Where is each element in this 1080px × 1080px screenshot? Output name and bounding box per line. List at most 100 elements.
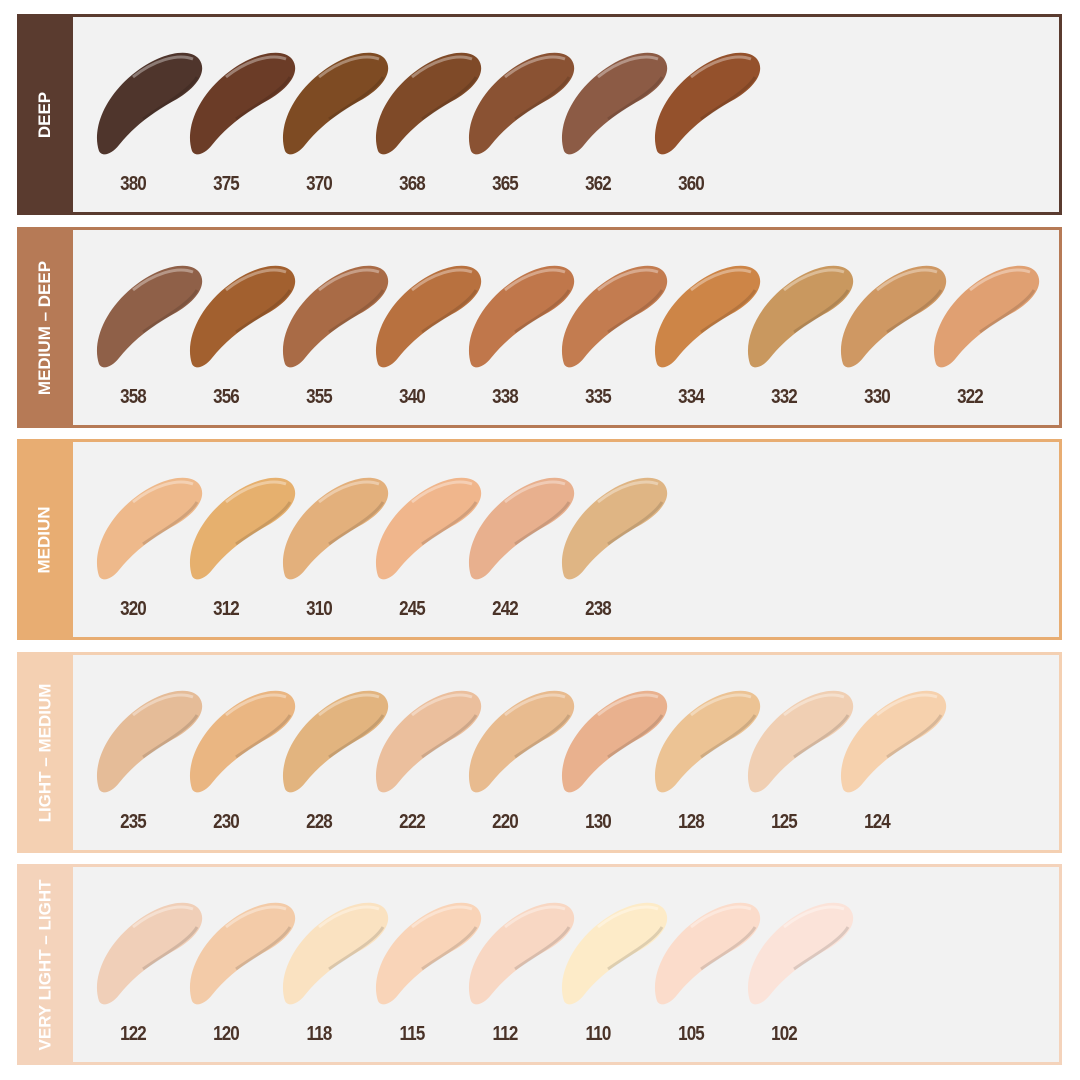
- swatch-highlight: [411, 693, 473, 717]
- shade-number: 362: [585, 173, 612, 195]
- shade-group-medium-deep: MEDIUM – DEEP 358 356 355 340 338 335 334 332 330…: [17, 227, 1062, 428]
- swatch-highlight: [225, 480, 287, 504]
- swatch-highlight: [876, 693, 938, 717]
- swatch-highlight: [411, 905, 473, 929]
- swatch-shadow: [700, 289, 757, 334]
- swatch-highlight: [318, 268, 380, 292]
- shade-number: 330: [864, 386, 891, 408]
- shade-number: 340: [399, 386, 426, 408]
- swatch-fill: [561, 52, 668, 155]
- shade-swatch-334[interactable]: [651, 260, 763, 372]
- shade-swatch-340[interactable]: [372, 260, 484, 372]
- shade-swatch-242[interactable]: [465, 472, 577, 584]
- shade-swatch-105[interactable]: [651, 897, 763, 1009]
- shade-swatch-365[interactable]: [465, 47, 577, 159]
- group-label-band: MEDIUN: [17, 439, 73, 640]
- shade-swatch-112[interactable]: [465, 897, 577, 1009]
- shade-number: 128: [678, 811, 705, 833]
- shade-swatch-330[interactable]: [837, 260, 949, 372]
- shade-swatch-332[interactable]: [744, 260, 856, 372]
- swatch-highlight: [690, 268, 752, 292]
- shade-number: 102: [771, 1023, 798, 1045]
- swatch-shadow: [235, 714, 292, 759]
- shade-swatch-370[interactable]: [279, 47, 391, 159]
- shade-swatch-235[interactable]: [93, 685, 205, 797]
- swatch-shadow: [235, 76, 292, 121]
- shade-swatch-228[interactable]: [279, 685, 391, 797]
- swatch-highlight: [504, 693, 566, 717]
- shade-number: 122: [120, 1023, 147, 1045]
- swatch-fill: [468, 902, 575, 1005]
- shade-swatch-320[interactable]: [93, 472, 205, 584]
- shade-swatch-118[interactable]: [279, 897, 391, 1009]
- swatch-shadow: [142, 714, 199, 759]
- shade-swatch-125[interactable]: [744, 685, 856, 797]
- shade-number: 130: [585, 811, 612, 833]
- shade-swatch-128[interactable]: [651, 685, 763, 797]
- swatch-highlight: [504, 55, 566, 79]
- group-label-band: VERY LIGHT – LIGHT: [17, 864, 73, 1065]
- shade-swatch-110[interactable]: [558, 897, 670, 1009]
- shade-swatch-338[interactable]: [465, 260, 577, 372]
- swatch-fill: [561, 690, 668, 793]
- swatch-fill: [96, 477, 203, 580]
- shade-swatch-375[interactable]: [186, 47, 298, 159]
- swatch-shadow: [886, 289, 943, 334]
- shade-number: 118: [306, 1023, 333, 1045]
- shade-number: 312: [213, 598, 240, 620]
- swatch-shadow: [421, 926, 478, 971]
- shade-swatch-355[interactable]: [279, 260, 391, 372]
- shade-number: 358: [120, 386, 147, 408]
- swatch-highlight: [504, 480, 566, 504]
- shade-swatch-122[interactable]: [93, 897, 205, 1009]
- swatch-shadow: [235, 501, 292, 546]
- group-label: MEDIUN: [35, 505, 54, 574]
- shade-number: 230: [213, 811, 240, 833]
- swatch-shadow: [607, 501, 664, 546]
- swatch-fill: [654, 902, 761, 1005]
- shade-swatch-245[interactable]: [372, 472, 484, 584]
- swatch-highlight: [690, 55, 752, 79]
- swatch-highlight: [411, 480, 473, 504]
- shade-swatch-322[interactable]: [930, 260, 1042, 372]
- shade-number: 365: [492, 173, 519, 195]
- shade-swatch-130[interactable]: [558, 685, 670, 797]
- shade-swatch-115[interactable]: [372, 897, 484, 1009]
- swatch-highlight: [132, 693, 194, 717]
- shade-swatch-380[interactable]: [93, 47, 205, 159]
- shade-swatch-362[interactable]: [558, 47, 670, 159]
- shade-number: 105: [678, 1023, 705, 1045]
- swatch-fill: [282, 690, 389, 793]
- shade-swatch-358[interactable]: [93, 260, 205, 372]
- shade-number: 110: [585, 1023, 612, 1045]
- shade-swatch-238[interactable]: [558, 472, 670, 584]
- shade-swatch-124[interactable]: [837, 685, 949, 797]
- shade-swatch-220[interactable]: [465, 685, 577, 797]
- swatch-shadow: [979, 289, 1036, 334]
- swatch-highlight: [318, 905, 380, 929]
- shade-swatch-335[interactable]: [558, 260, 670, 372]
- shade-swatch-368[interactable]: [372, 47, 484, 159]
- swatch-highlight: [225, 905, 287, 929]
- shade-group-mediun: MEDIUN 320 312 310 245 242 238: [17, 439, 1062, 640]
- shade-swatch-360[interactable]: [651, 47, 763, 159]
- swatch-fill: [282, 52, 389, 155]
- swatch-highlight: [597, 693, 659, 717]
- shade-swatch-312[interactable]: [186, 472, 298, 584]
- shade-swatch-356[interactable]: [186, 260, 298, 372]
- shade-number: 238: [585, 598, 612, 620]
- swatch-shadow: [514, 501, 571, 546]
- swatch-fill: [282, 477, 389, 580]
- swatch-highlight: [597, 905, 659, 929]
- swatch-fill: [933, 265, 1040, 368]
- shade-swatch-222[interactable]: [372, 685, 484, 797]
- swatch-highlight: [411, 268, 473, 292]
- swatch-fill: [96, 690, 203, 793]
- shade-swatch-102[interactable]: [744, 897, 856, 1009]
- shade-swatch-310[interactable]: [279, 472, 391, 584]
- shade-swatch-230[interactable]: [186, 685, 298, 797]
- shade-swatch-120[interactable]: [186, 897, 298, 1009]
- swatch-fill: [840, 690, 947, 793]
- swatch-fill: [96, 52, 203, 155]
- swatch-shadow: [793, 926, 850, 971]
